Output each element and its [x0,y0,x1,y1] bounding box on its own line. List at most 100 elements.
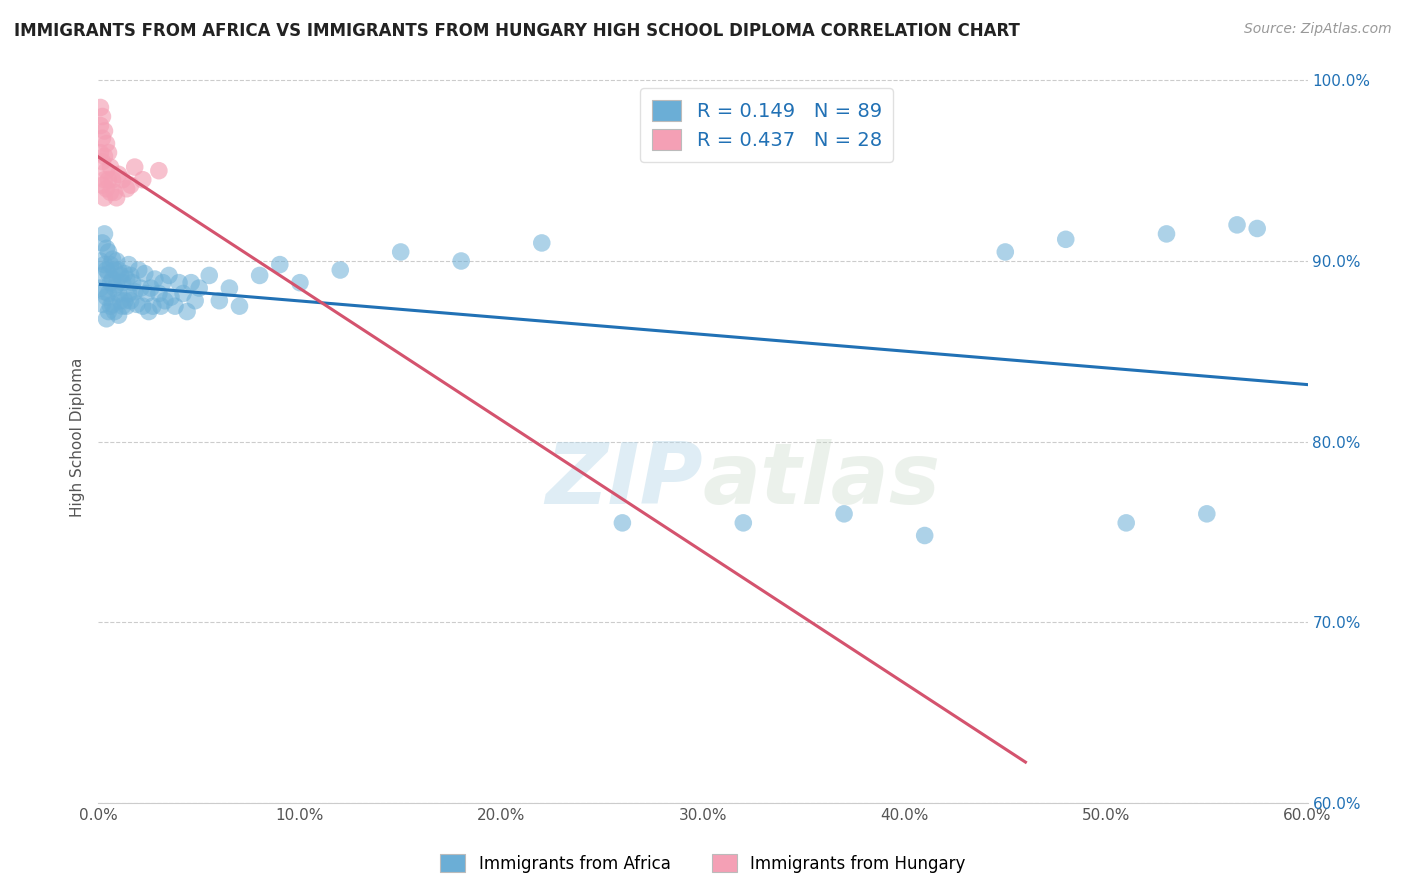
Point [138,304,160,318]
Point [89,254,111,268]
Point [91,110,114,124]
Point [97,286,120,301]
Point [188,281,211,295]
Point [176,304,198,318]
Point [101,297,124,311]
Point [93,285,115,299]
Point [914,528,936,542]
Point [128,263,150,277]
Point [1195,507,1218,521]
Point [103,263,125,277]
Point [105,254,128,268]
Point [389,244,412,259]
Point [96,182,118,196]
Point [111,299,134,313]
Text: ZIP: ZIP [546,440,703,523]
Point [121,276,143,290]
Point [100,186,122,200]
Point [96,241,118,255]
Point [107,308,129,322]
Point [180,276,202,290]
Point [89,145,111,160]
Legend: R = 0.149   N = 89, R = 0.437   N = 28: R = 0.149 N = 89, R = 0.437 N = 28 [640,88,893,161]
Point [149,299,172,313]
Point [118,258,141,272]
Point [105,191,128,205]
Point [114,293,136,308]
Point [96,263,118,277]
Point [105,277,128,292]
Point [148,163,170,178]
Text: atlas: atlas [703,440,941,523]
Point [89,119,111,133]
Point [132,172,155,186]
Point [93,149,115,163]
Point [228,299,250,313]
Point [132,299,155,313]
Point [450,254,472,268]
Point [114,267,136,281]
Point [93,258,115,272]
Point [97,145,120,160]
Point [115,299,138,313]
Point [172,286,194,301]
Point [103,304,125,318]
Point [832,507,855,521]
Point [134,267,156,281]
Point [97,172,120,186]
Point [103,186,125,200]
Point [1156,227,1178,241]
Point [329,263,352,277]
Point [97,267,120,281]
Point [249,268,271,283]
Point [1115,516,1137,530]
Point [994,244,1017,259]
Point [93,191,115,205]
Point [120,178,142,193]
Point [101,272,124,286]
Point [143,272,166,286]
Point [101,252,124,267]
Point [124,160,146,174]
Point [100,299,122,313]
Point [157,268,180,283]
Point [91,235,114,250]
Point [107,286,129,301]
Y-axis label: High School Diploma: High School Diploma [70,358,86,516]
Text: IMMIGRANTS FROM AFRICA VS IMMIGRANTS FROM HUNGARY HIGH SCHOOL DIPLOMA CORRELATIO: IMMIGRANTS FROM AFRICA VS IMMIGRANTS FRO… [14,22,1019,40]
Point [218,281,240,295]
Point [107,167,129,181]
Point [160,290,183,304]
Point [120,293,142,308]
Point [1054,232,1077,246]
Point [97,304,120,318]
Point [91,178,114,193]
Point [198,268,221,283]
Point [110,293,132,308]
Point [148,286,170,301]
Point [100,160,122,174]
Point [111,172,134,186]
Point [107,263,129,277]
Point [91,131,114,145]
Point [1226,218,1249,232]
Point [110,268,132,283]
Point [120,268,142,283]
Legend: Immigrants from Africa, Immigrants from Hungary: Immigrants from Africa, Immigrants from … [433,847,973,880]
Point [103,281,125,295]
Point [91,297,114,311]
Point [97,244,120,259]
Point [269,258,291,272]
Point [96,290,118,304]
Point [115,182,138,196]
Point [101,172,124,186]
Point [184,293,207,308]
Point [100,258,122,272]
Point [118,286,141,301]
Point [1246,221,1268,235]
Point [100,276,122,290]
Point [96,136,118,151]
Point [129,281,152,295]
Point [163,299,186,313]
Point [111,276,134,290]
